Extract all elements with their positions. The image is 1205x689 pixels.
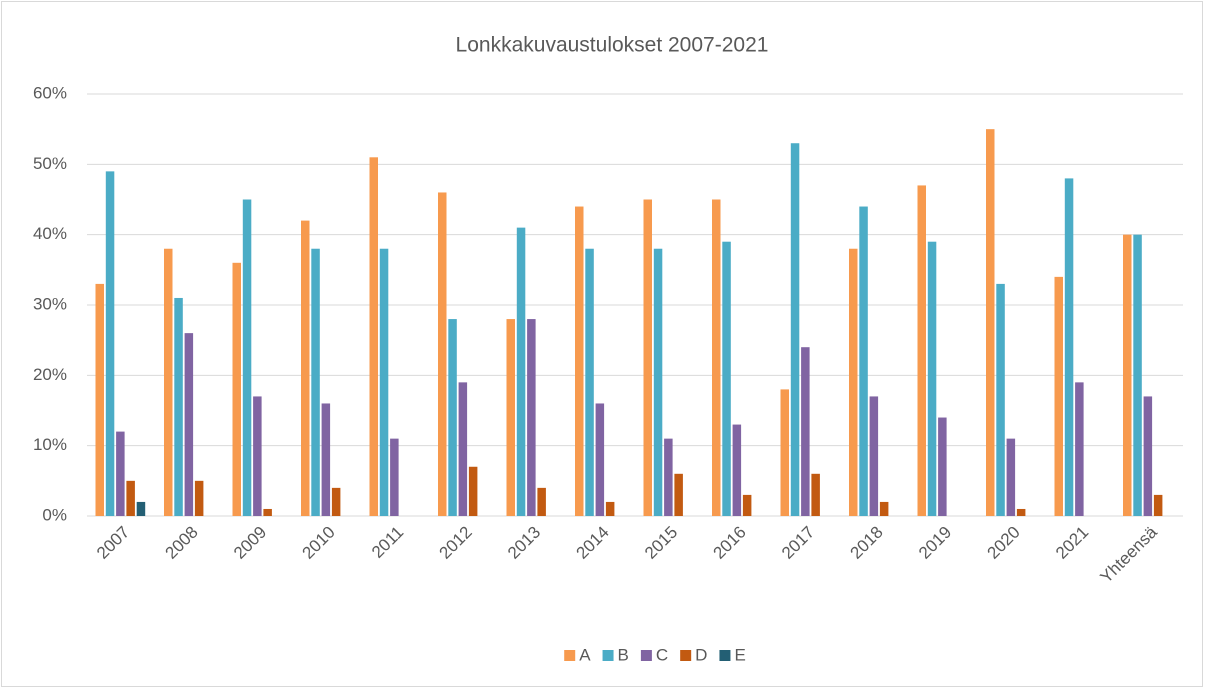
bar <box>790 143 800 516</box>
bar <box>1153 494 1163 516</box>
bar <box>732 424 742 516</box>
legend-swatch <box>719 650 731 661</box>
legend-label: A <box>579 645 591 664</box>
bar <box>859 206 868 517</box>
bar <box>1133 234 1142 516</box>
bar <box>232 262 241 516</box>
bar <box>664 438 673 516</box>
bar <box>136 501 146 516</box>
y-tick-label: 40% <box>33 224 67 243</box>
legend-label: B <box>618 645 629 664</box>
bar <box>1064 178 1074 516</box>
bar <box>537 487 546 516</box>
bar <box>331 487 341 516</box>
bar <box>468 466 478 516</box>
bar <box>605 501 615 516</box>
bar <box>448 319 457 516</box>
bar <box>379 248 389 516</box>
bar <box>516 227 526 516</box>
legend-swatch <box>602 650 614 661</box>
bar <box>938 417 947 516</box>
bar <box>253 396 262 516</box>
bar <box>722 241 731 516</box>
bar <box>116 431 125 516</box>
bar <box>438 192 447 516</box>
bar <box>105 171 115 516</box>
bar <box>390 438 399 516</box>
legend-label: E <box>734 645 745 664</box>
bar <box>263 508 272 516</box>
bar <box>1054 276 1063 516</box>
bar <box>1123 234 1132 516</box>
y-tick-label: 20% <box>33 365 67 384</box>
bar <box>527 319 536 516</box>
y-tick-label: 50% <box>33 154 67 173</box>
bar <box>242 199 252 516</box>
bar <box>1006 438 1016 516</box>
bar <box>811 473 820 516</box>
y-tick-label: 0% <box>42 505 67 524</box>
bar <box>369 157 378 517</box>
bar <box>653 248 663 516</box>
bar <box>849 248 858 516</box>
y-tick-label: 60% <box>33 83 67 102</box>
bar <box>674 473 683 516</box>
legend-swatch <box>680 650 692 661</box>
bar <box>126 480 135 516</box>
bar <box>301 220 310 516</box>
bar <box>1143 396 1153 516</box>
legend-label: D <box>695 645 707 664</box>
legend-label: C <box>656 645 668 664</box>
bar <box>1075 382 1084 516</box>
bar <box>712 199 721 516</box>
bar <box>95 283 104 516</box>
bar <box>184 333 194 516</box>
bar <box>996 283 1005 516</box>
bar <box>917 185 926 516</box>
legend-swatch <box>564 650 576 661</box>
y-tick-label: 30% <box>33 294 67 313</box>
bar <box>869 396 879 516</box>
bar <box>164 248 173 516</box>
bar <box>879 501 889 516</box>
bar <box>458 382 468 516</box>
bar <box>742 494 752 516</box>
bar <box>174 297 183 516</box>
bar <box>321 403 331 516</box>
bar <box>194 480 204 516</box>
bar <box>575 206 584 517</box>
bar <box>801 347 810 516</box>
bar <box>780 389 789 516</box>
bar <box>585 248 594 516</box>
bar <box>1016 508 1026 516</box>
chart-title: Lonkkakuvaustulokset 2007-2021 <box>456 34 769 57</box>
bar <box>986 129 995 516</box>
bar <box>595 403 605 516</box>
bar <box>927 241 937 516</box>
bar <box>311 248 320 516</box>
y-tick-label: 10% <box>33 435 67 454</box>
bar <box>643 199 652 516</box>
legend-swatch <box>640 650 652 661</box>
bar <box>506 319 515 516</box>
